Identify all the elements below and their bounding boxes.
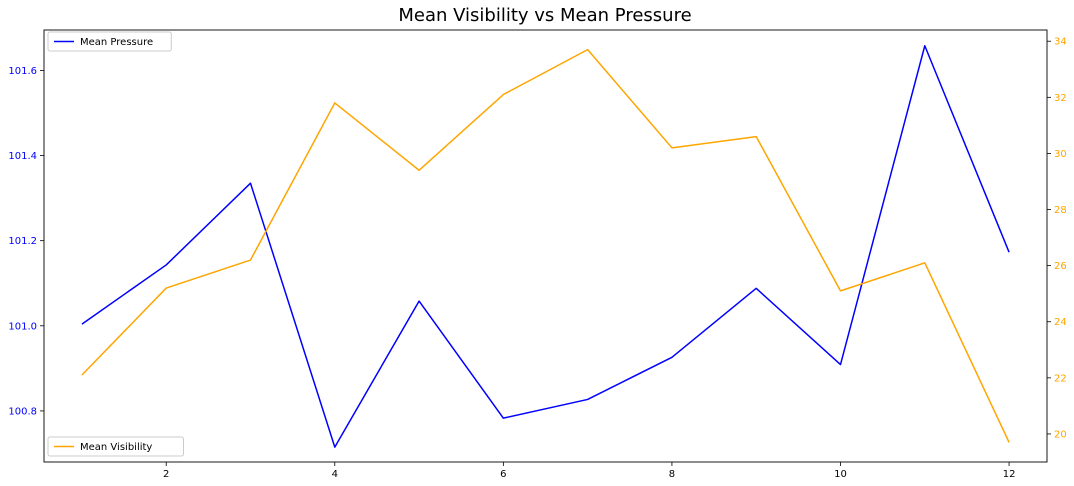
left-y-tick-label: 101.2	[8, 236, 37, 247]
legend-box	[47, 436, 184, 457]
left-y-tick: 101.2	[8, 236, 44, 247]
right-y-tick-label: 24	[1054, 317, 1067, 328]
mean-visibility-line	[81, 48, 1010, 443]
plot-frame	[43, 29, 1048, 463]
x-tick-label: 6	[500, 469, 506, 480]
left-y-tick: 101.6	[8, 66, 44, 77]
right-y-tick-label: 20	[1054, 429, 1067, 440]
x-tick-label: 4	[332, 469, 338, 480]
legend-label: Mean Visibility	[80, 442, 152, 453]
right-y-tick: 28	[1047, 205, 1067, 216]
legends: Mean Pressure Mean Visibility	[47, 31, 184, 457]
right-y-tick-label: 34	[1054, 37, 1067, 48]
right-y-tick: 26	[1047, 261, 1067, 272]
right-y-tick-label: 26	[1054, 261, 1067, 272]
x-tick-label: 10	[834, 469, 847, 480]
x-tick: 4	[332, 462, 338, 480]
right-y-tick-label: 28	[1054, 205, 1067, 216]
plot-area	[81, 45, 1010, 448]
left-y-tick: 101.0	[8, 321, 44, 332]
right-y-tick-label: 32	[1054, 93, 1067, 104]
right-y-tick: 34	[1047, 37, 1067, 48]
left-y-tick-label: 100.8	[8, 406, 37, 417]
left-y-tick: 100.8	[8, 406, 44, 417]
x-tick: 6	[500, 462, 507, 480]
axes: 2 4 6 8 10 12100.8101.0101.2101.4101.62022242…	[8, 29, 1067, 480]
right-y-tick-label: 22	[1054, 373, 1067, 384]
right-y-tick: 24	[1047, 317, 1067, 328]
legend-box	[47, 31, 172, 52]
right-y-tick-label: 30	[1054, 149, 1067, 160]
right-y-tick: 22	[1047, 373, 1067, 384]
left-y-tick-label: 101.6	[8, 66, 37, 77]
x-tick: 12	[1003, 462, 1016, 480]
left-y-tick: 101.4	[8, 151, 44, 162]
x-tick: 2	[163, 462, 169, 480]
chart-title: Mean Visibility vs Mean Pressure	[398, 5, 691, 26]
right-y-tick: 32	[1047, 93, 1067, 104]
legend-mean-pressure: Mean Pressure	[47, 31, 172, 52]
x-tick-label: 2	[163, 469, 169, 480]
left-y-tick-label: 101.4	[8, 151, 37, 162]
legend-mean-visibility: Mean Visibility	[47, 436, 184, 457]
x-tick: 10	[834, 462, 847, 480]
x-tick-label: 8	[669, 469, 675, 480]
legend-label: Mean Pressure	[80, 37, 153, 48]
left-y-tick-label: 101.0	[8, 321, 37, 332]
right-y-tick: 20	[1047, 429, 1067, 440]
x-tick: 8	[669, 462, 675, 480]
mean-pressure-line	[81, 45, 1010, 448]
right-y-tick: 30	[1047, 149, 1067, 160]
x-tick-label: 12	[1003, 469, 1016, 480]
